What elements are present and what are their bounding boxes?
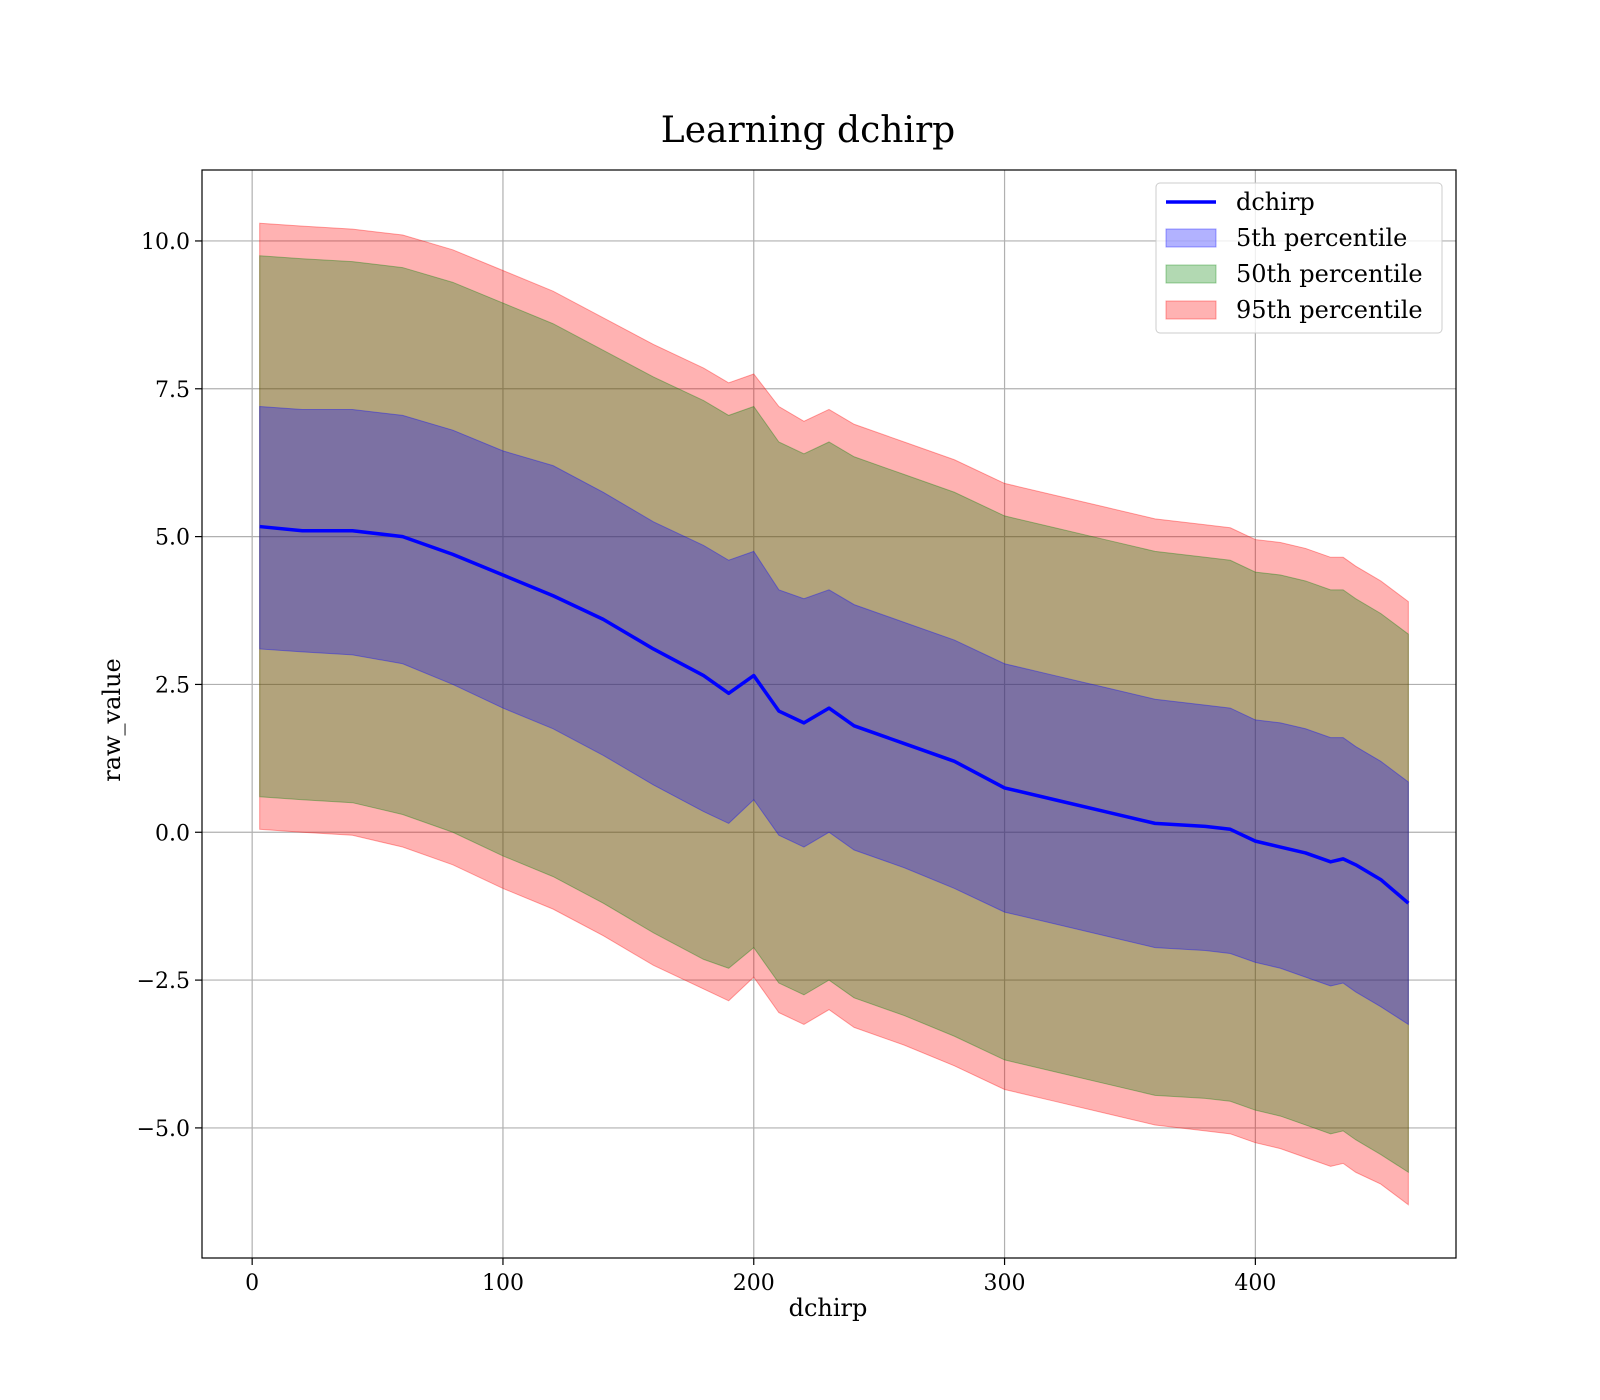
legend: dchirp 5th percentile 50th percentile 95… <box>1155 182 1443 334</box>
y-axis-ticks: −5.0 −2.5 0.0 2.5 5.0 7.5 10.0 <box>137 230 202 1142</box>
x-tick-label: 200 <box>733 1271 775 1296</box>
x-axis-ticks: 0 100 200 300 400 <box>245 1258 1276 1296</box>
y-tick-label: −2.5 <box>137 969 190 994</box>
band-5th-percentile <box>259 405 1409 1026</box>
x-tick-label: 100 <box>482 1271 524 1296</box>
x-tick-label: 300 <box>984 1271 1026 1296</box>
grid <box>202 170 1456 1258</box>
legend-label-50th-percentile: 50th percentile <box>1236 260 1423 288</box>
legend-label-5th-percentile: 5th percentile <box>1236 224 1407 252</box>
y-tick-label: 7.5 <box>155 378 190 403</box>
x-tick-label: 400 <box>1234 1271 1276 1296</box>
y-axis-label: raw_value <box>98 658 126 782</box>
x-axis-label: dchirp <box>789 1294 868 1322</box>
series-lines <box>259 524 1410 905</box>
chart-title: Learning dchirp <box>661 110 955 151</box>
legend-swatch-5th-percentile <box>1165 228 1217 248</box>
legend-label-95th-percentile: 95th percentile <box>1236 296 1423 324</box>
y-tick-label: −5.0 <box>137 1117 190 1142</box>
band-95th-percentile <box>259 222 1409 1206</box>
legend-swatch-95th-percentile <box>1165 300 1217 320</box>
plot-frame <box>201 169 1457 1259</box>
band-50th-percentile <box>259 255 1409 1174</box>
legend-box <box>1155 182 1443 334</box>
y-tick-label: 0.0 <box>155 821 190 846</box>
series-line-dchirp <box>259 524 1410 905</box>
y-tick-label: 2.5 <box>155 673 190 698</box>
y-tick-label: 5.0 <box>155 526 190 551</box>
percentile-bands <box>259 222 1409 1206</box>
x-tick-label: 0 <box>245 1271 259 1296</box>
legend-swatch-50th-percentile <box>1165 264 1217 284</box>
y-tick-label: 10.0 <box>141 230 190 255</box>
legend-label-dchirp: dchirp <box>1236 188 1315 216</box>
